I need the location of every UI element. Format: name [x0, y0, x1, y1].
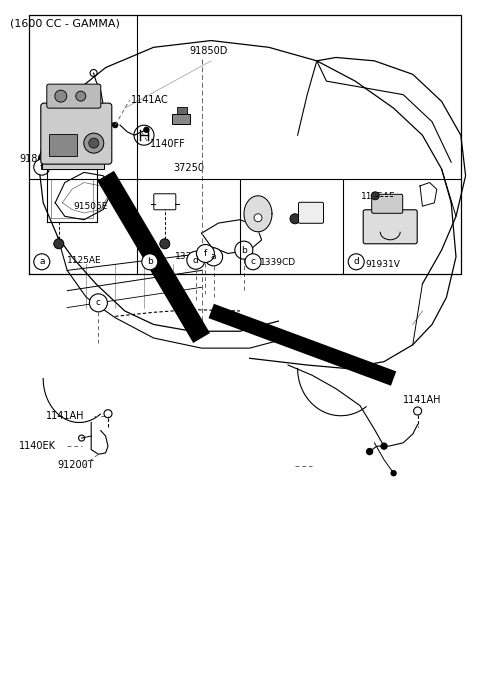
Text: f: f [204, 249, 207, 258]
Circle shape [54, 239, 64, 249]
Text: 91505E: 91505E [74, 201, 108, 211]
Circle shape [142, 254, 158, 270]
Text: b: b [241, 245, 247, 255]
Circle shape [367, 449, 372, 454]
Text: d: d [193, 256, 199, 265]
Circle shape [34, 254, 50, 270]
Circle shape [113, 122, 118, 128]
Circle shape [348, 254, 364, 270]
Text: 1141AH: 1141AH [403, 395, 442, 405]
Polygon shape [244, 196, 272, 232]
Circle shape [204, 248, 223, 266]
Text: 1125AE: 1125AE [361, 192, 396, 201]
Text: c: c [251, 258, 255, 266]
Circle shape [196, 245, 215, 262]
FancyBboxPatch shape [178, 107, 187, 114]
Circle shape [254, 214, 262, 222]
Text: a: a [211, 252, 216, 262]
FancyBboxPatch shape [49, 134, 77, 156]
FancyBboxPatch shape [372, 194, 403, 214]
Circle shape [55, 90, 67, 102]
Text: b: b [147, 258, 153, 266]
Text: 1125AE: 1125AE [67, 256, 101, 265]
Circle shape [144, 127, 149, 132]
Circle shape [235, 241, 253, 259]
Circle shape [34, 159, 50, 175]
Text: 1140FF: 1140FF [150, 139, 186, 149]
Text: a: a [39, 258, 45, 266]
Circle shape [84, 133, 104, 153]
Text: 91860T: 91860T [51, 91, 85, 100]
Text: 1141AH: 1141AH [46, 411, 84, 420]
Text: 91850D: 91850D [190, 46, 228, 55]
Circle shape [381, 443, 387, 449]
FancyBboxPatch shape [363, 210, 417, 244]
FancyBboxPatch shape [172, 114, 191, 124]
Text: 1140EK: 1140EK [19, 441, 56, 451]
FancyBboxPatch shape [154, 194, 176, 210]
Circle shape [290, 214, 300, 224]
Text: 91860E: 91860E [19, 154, 56, 164]
Text: 91200T: 91200T [58, 460, 94, 470]
Text: 91931V: 91931V [365, 260, 400, 269]
Text: (1600 CC - GAMMA): (1600 CC - GAMMA) [10, 19, 120, 29]
Circle shape [160, 239, 170, 249]
Circle shape [89, 138, 99, 148]
Text: c: c [96, 298, 101, 308]
FancyBboxPatch shape [41, 103, 112, 164]
Circle shape [245, 254, 261, 270]
Text: 13396: 13396 [175, 251, 204, 261]
Circle shape [371, 192, 379, 200]
FancyBboxPatch shape [299, 202, 324, 223]
Circle shape [187, 251, 205, 269]
Text: f: f [40, 163, 43, 172]
Polygon shape [420, 183, 437, 206]
Text: 1339CD: 1339CD [260, 258, 296, 267]
Text: d: d [353, 258, 359, 266]
FancyBboxPatch shape [45, 155, 101, 161]
FancyBboxPatch shape [42, 161, 104, 169]
Circle shape [89, 294, 108, 312]
Text: 1141AC: 1141AC [131, 95, 168, 105]
Circle shape [76, 91, 86, 101]
Text: 37250: 37250 [173, 163, 204, 173]
FancyBboxPatch shape [47, 84, 101, 108]
Circle shape [391, 470, 396, 476]
